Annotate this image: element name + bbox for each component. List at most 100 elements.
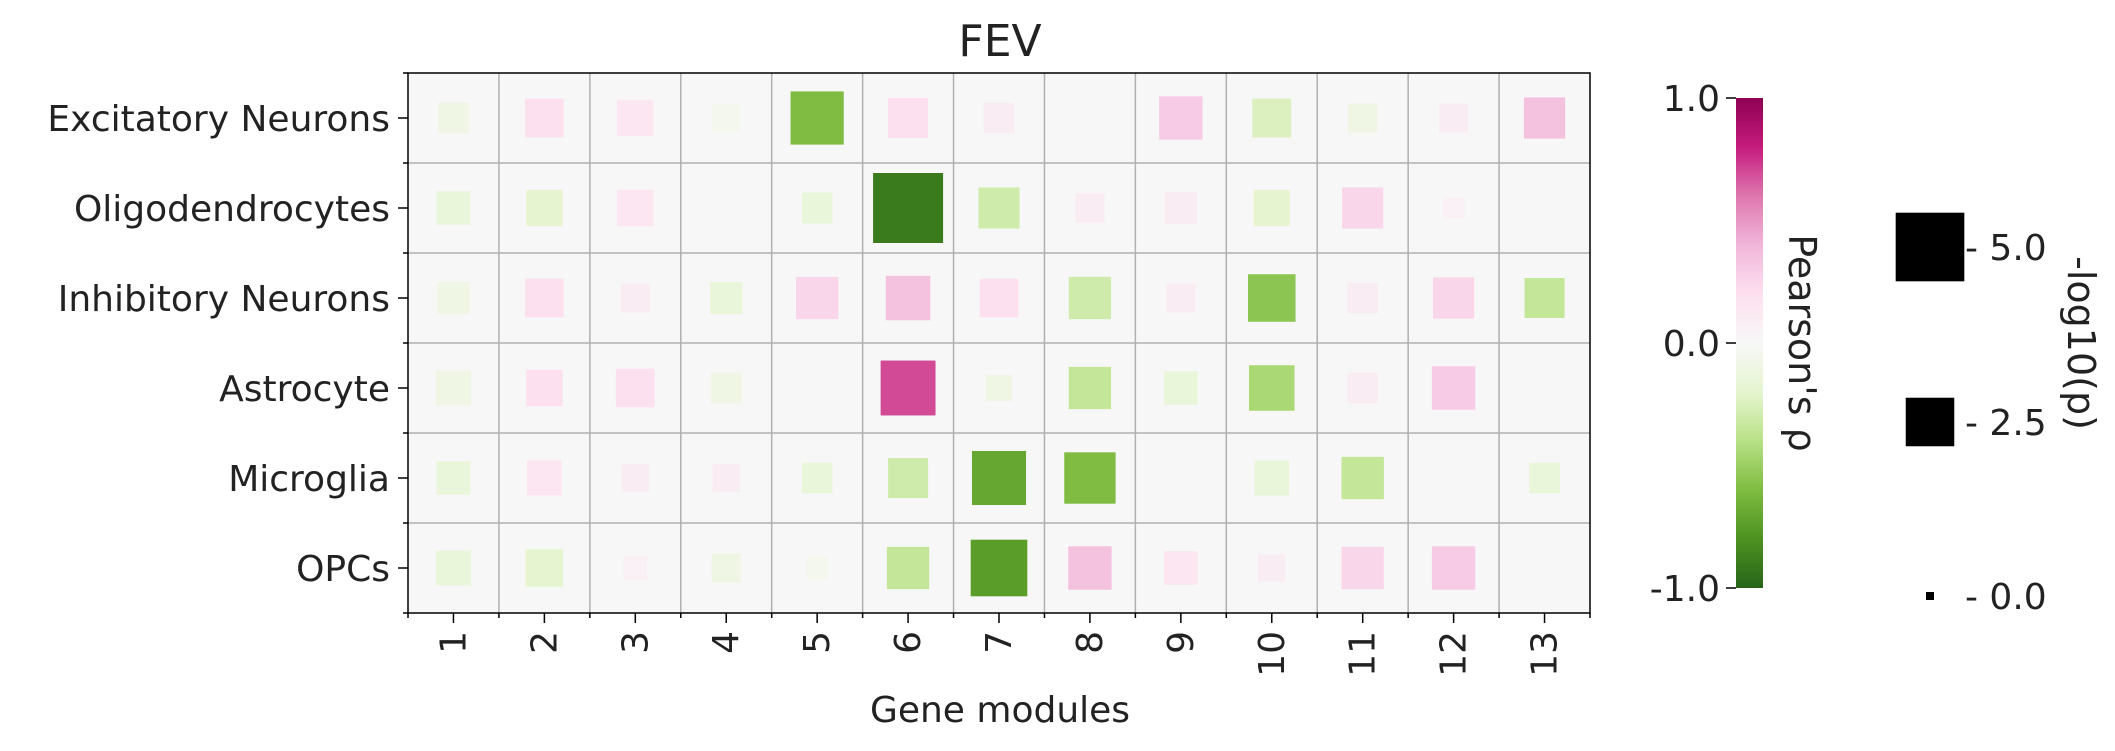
- row-labels: Excitatory Neurons Oligodendrocytes Inhibi…: [47, 99, 390, 590]
- row-label: Inhibitory Neurons: [58, 279, 390, 320]
- row-label: Microglia: [228, 459, 390, 500]
- heatmap-cell: [1075, 193, 1105, 223]
- heatmap-cell: [1431, 366, 1476, 410]
- heatmap-cell: [873, 173, 944, 243]
- heatmap-cell: [1342, 187, 1384, 229]
- heatmap-cell: [526, 460, 562, 496]
- heatmap-cell: [983, 102, 1015, 134]
- column-label: 4: [706, 631, 747, 654]
- size-legend-marker: [1905, 397, 1955, 447]
- column-label: 13: [1525, 631, 1566, 677]
- heatmap-cell: [888, 97, 929, 139]
- heatmap-cell: [435, 370, 471, 406]
- heatmap-cell: [978, 187, 1020, 229]
- heatmap-cell: [806, 557, 829, 579]
- size-legend-label: - 0.0: [1965, 577, 2047, 618]
- heatmap-cell: [1171, 468, 1191, 488]
- row-label: Oligodendrocytes: [74, 189, 390, 230]
- heatmap-cell: [1431, 546, 1476, 590]
- heatmap-cell: [971, 450, 1027, 506]
- heatmap-cell: [1247, 274, 1296, 322]
- colorbar-ticks: 1.0 0.0 -1.0: [1650, 79, 1736, 610]
- heatmap-cell: [710, 281, 743, 315]
- size-legend-marker: [1926, 592, 1934, 600]
- heatmap-cell: [888, 457, 929, 499]
- heatmap-cell: [1164, 551, 1198, 585]
- heatmap-cell: [1159, 96, 1203, 140]
- heatmap-cell: [1524, 277, 1565, 319]
- colorbar-label: Pearson's ρ: [1780, 234, 1824, 451]
- size-legend-label: - 5.0: [1965, 228, 2047, 269]
- heatmap-cell: [524, 98, 564, 138]
- colorbar: [1736, 98, 1763, 588]
- heatmap-cell: [795, 276, 839, 320]
- heatmap-cell: [617, 99, 654, 137]
- heatmap-cell: [436, 461, 471, 495]
- colorbar-tick-label: 1.0: [1663, 79, 1720, 120]
- heatmap-cell: [1446, 471, 1461, 485]
- heatmap-cell: [1442, 197, 1465, 219]
- row-label: OPCs: [296, 549, 390, 590]
- column-label: 9: [1161, 631, 1202, 654]
- heatmap-cell: [1164, 371, 1198, 405]
- heatmap-cell: [1341, 456, 1384, 500]
- column-label: 3: [615, 631, 656, 654]
- heatmap-cell: [1166, 283, 1196, 313]
- x-axis-label: Gene modules: [870, 690, 1130, 731]
- heatmap-cell: [801, 462, 833, 494]
- heatmap-cell: [1439, 103, 1469, 133]
- size-legend-marker: [1895, 212, 1965, 282]
- heatmap-cell: [880, 360, 936, 416]
- column-label: 5: [797, 631, 838, 654]
- row-label: Excitatory Neurons: [47, 99, 390, 140]
- heatmap-cell: [712, 104, 740, 132]
- heatmap-cell: [790, 91, 844, 145]
- column-label: 6: [888, 631, 929, 654]
- column-label: 2: [524, 631, 565, 654]
- heatmap-cell: [524, 278, 564, 318]
- grid-lines: [408, 73, 1590, 613]
- heatmap-cell: [885, 275, 931, 321]
- heatmap-cell: [1341, 546, 1384, 590]
- heatmap-cell: [1347, 282, 1379, 314]
- column-label: 7: [979, 631, 1020, 654]
- heatmap-cell: [711, 553, 741, 583]
- heatmap-cell: [526, 369, 563, 407]
- heatmap-cell: [621, 464, 650, 492]
- heatmap-cell: [1068, 546, 1112, 590]
- heatmap-cell: [986, 375, 1012, 401]
- column-label: 8: [1070, 631, 1111, 654]
- heatmap-cell: [1523, 97, 1566, 139]
- heatmap-cell: [438, 102, 469, 134]
- heatmap-cell: [807, 378, 827, 398]
- axis-ticks: [398, 72, 1591, 623]
- heatmap-cells: [435, 91, 1566, 597]
- heatmap-cell: [712, 464, 740, 492]
- heatmap-cell: [525, 549, 564, 587]
- row-label: Astrocyte: [219, 369, 390, 410]
- heatmap-cell: [1347, 372, 1379, 404]
- size-legend-label: - 2.5: [1965, 403, 2047, 444]
- heatmap-cell: [886, 546, 930, 590]
- heatmap-cell: [1433, 277, 1475, 319]
- colorbar-tick-label: -1.0: [1650, 569, 1720, 610]
- heatmap-cell: [1254, 460, 1290, 496]
- heatmap-cell: [1252, 98, 1292, 138]
- heatmap-cell: [620, 283, 650, 313]
- heatmap-cell: [615, 368, 655, 408]
- heatmap-cell: [436, 191, 471, 225]
- column-label: 11: [1343, 631, 1384, 677]
- heatmap-cell: [1064, 452, 1116, 504]
- heatmap-cell: [617, 189, 654, 227]
- heatmap-cell: [719, 201, 734, 215]
- heatmap-cell: [1068, 276, 1112, 320]
- heatmap-cell: [435, 550, 471, 586]
- column-labels: 1 2 3 4 5 6 7 8 9 10 11 12 13: [433, 631, 1565, 677]
- heatmap-cell: [1068, 366, 1112, 410]
- heatmap-cell: [437, 281, 470, 315]
- heatmap-cell: [801, 192, 833, 224]
- heatmap-cell: [979, 278, 1019, 318]
- heatmap-cell: [710, 372, 742, 404]
- heatmap-cell: [1253, 189, 1290, 227]
